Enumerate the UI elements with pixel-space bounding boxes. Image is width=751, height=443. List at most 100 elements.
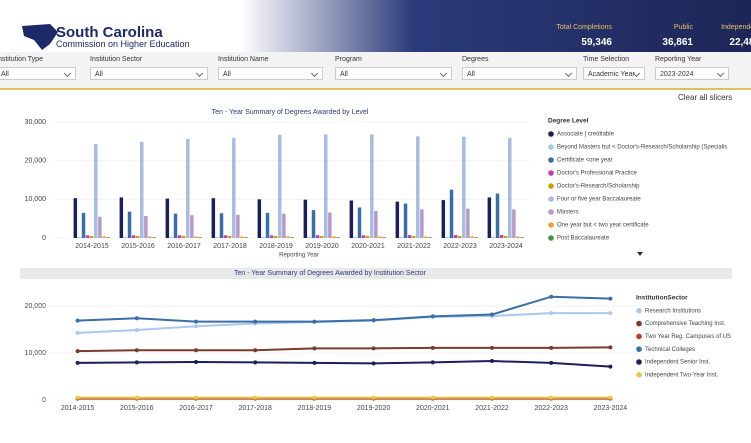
- point: [430, 360, 435, 365]
- point: [75, 395, 80, 400]
- kpi-card: Total Completions 59,346: [556, 24, 612, 48]
- x-tick-label: 2017-2018: [238, 405, 272, 412]
- filter-dropdown[interactable]: All: [218, 67, 323, 80]
- bar: [457, 236, 462, 238]
- clear-button[interactable]: Clear all slicers: [678, 93, 733, 102]
- point: [312, 395, 317, 400]
- point: [608, 296, 613, 301]
- bar: [102, 236, 106, 238]
- point: [312, 360, 317, 365]
- bar: [324, 134, 328, 238]
- bar: [516, 236, 520, 238]
- bar: [106, 237, 110, 238]
- logo-icon: [22, 24, 58, 50]
- x-tick-label: 2016-2017: [167, 243, 201, 250]
- y-tick-label: 0: [42, 397, 46, 404]
- bar: [420, 209, 424, 238]
- filter: Reporting Year 2023-2024: [655, 56, 729, 80]
- legend-label: Independent Senior Inst.: [645, 360, 711, 366]
- legend-marker: [548, 209, 554, 215]
- filter-dropdown[interactable]: All: [335, 67, 452, 80]
- bar: [140, 141, 144, 238]
- legend-marker: [548, 157, 554, 163]
- bar: [77, 236, 82, 238]
- title-band: [20, 268, 732, 279]
- kpi-value: 22,485: [729, 37, 751, 48]
- point: [549, 395, 554, 400]
- kpi-card: Public 36,861: [662, 24, 693, 48]
- y-tick-label: 10,000: [25, 350, 47, 357]
- bar: [365, 236, 370, 238]
- bar: [223, 235, 228, 238]
- point: [134, 328, 139, 333]
- legend-label: Doctor's Professional Practice: [557, 171, 638, 177]
- bar: [353, 236, 358, 238]
- bar: [190, 215, 194, 238]
- filter-dropdown[interactable]: All: [462, 67, 577, 80]
- bar: [462, 136, 466, 238]
- point: [608, 395, 613, 400]
- bar: [219, 213, 224, 238]
- filter-dropdown[interactable]: All: [0, 67, 76, 80]
- bar: [257, 199, 262, 238]
- filter-label: Degrees: [462, 56, 489, 63]
- filter-dropdown[interactable]: 2023-2024: [655, 67, 729, 80]
- bar: [119, 197, 124, 238]
- more-icon[interactable]: [637, 252, 643, 256]
- filter: Institution Name All: [218, 56, 323, 80]
- filter: Institution Type All: [0, 56, 76, 80]
- x-tick-label: 2023-2024: [489, 243, 523, 250]
- bar: [169, 236, 174, 238]
- kpi-card: Independent 22,485: [721, 24, 751, 48]
- bar: [152, 237, 156, 238]
- filter-dropdown[interactable]: Academic Year: [583, 67, 645, 80]
- bar: [94, 144, 98, 238]
- point: [490, 312, 494, 317]
- legend-marker: [548, 131, 554, 137]
- point: [549, 294, 554, 299]
- bar: [328, 212, 332, 238]
- filter-label: Time Selection: [583, 56, 630, 63]
- bar: [403, 203, 408, 238]
- bar: [470, 236, 474, 238]
- filter-dropdown[interactable]: All: [90, 67, 208, 80]
- point: [430, 345, 435, 350]
- filter: Program All: [335, 56, 452, 80]
- bar: [374, 210, 378, 238]
- x-tick-label: 2022-2023: [534, 405, 568, 412]
- point: [549, 311, 554, 316]
- bar: [466, 208, 470, 238]
- point: [608, 345, 613, 350]
- bar: [177, 235, 182, 238]
- line: [77, 295, 611, 323]
- kpi-label: Independent: [721, 24, 751, 31]
- legend-label: Associate | creditable: [557, 132, 615, 138]
- bar: [89, 236, 94, 238]
- bar: [449, 189, 454, 238]
- bar: [520, 237, 524, 238]
- point: [608, 311, 613, 316]
- point: [253, 395, 258, 400]
- point: [134, 360, 139, 365]
- bar: [215, 236, 220, 238]
- legend-marker: [636, 308, 642, 314]
- bar: [278, 134, 282, 238]
- filter-label: Program: [335, 56, 362, 63]
- logo-subtitle: Commission on Higher Education: [56, 39, 190, 49]
- legend-marker: [636, 372, 642, 378]
- legend-label: Beyond Masters but < Doctor's-Research/S…: [557, 145, 727, 151]
- legend-marker: [548, 196, 554, 202]
- kpi-value: 36,861: [662, 37, 693, 48]
- point: [194, 395, 198, 400]
- bar: [131, 235, 136, 238]
- x-tick-label: 2017-2018: [213, 243, 247, 250]
- bar: [428, 237, 432, 238]
- legend-label: Research Institutions: [645, 308, 701, 314]
- bar: [144, 215, 148, 238]
- bar: [85, 235, 90, 238]
- point: [371, 346, 376, 351]
- bar: [123, 236, 128, 238]
- bar: [319, 236, 324, 238]
- bar: [361, 235, 366, 238]
